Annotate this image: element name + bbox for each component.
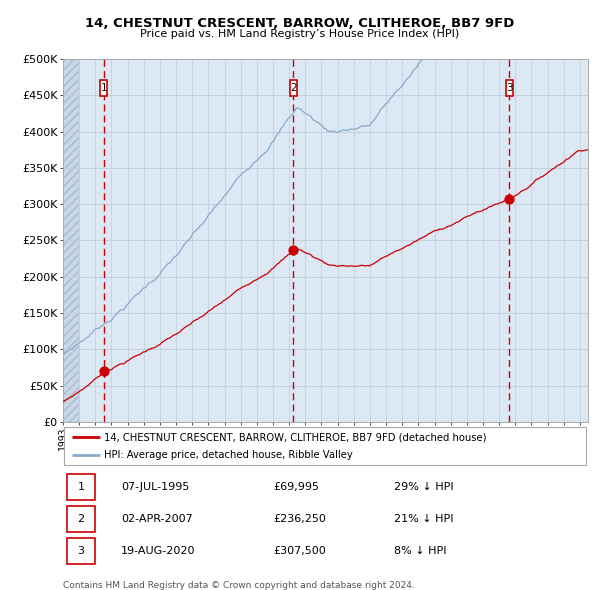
Text: Contains HM Land Registry data © Crown copyright and database right 2024.: Contains HM Land Registry data © Crown c… bbox=[63, 581, 415, 590]
Text: 19-AUG-2020: 19-AUG-2020 bbox=[121, 546, 195, 556]
FancyBboxPatch shape bbox=[100, 80, 107, 96]
Text: 2: 2 bbox=[290, 83, 296, 93]
Point bbox=[289, 245, 298, 255]
Text: 3: 3 bbox=[77, 546, 85, 556]
Point bbox=[99, 366, 109, 376]
Text: 02-APR-2007: 02-APR-2007 bbox=[121, 514, 193, 524]
Text: 1: 1 bbox=[100, 83, 107, 93]
FancyBboxPatch shape bbox=[290, 80, 297, 96]
FancyBboxPatch shape bbox=[67, 506, 95, 532]
Text: 07-JUL-1995: 07-JUL-1995 bbox=[121, 482, 189, 492]
Text: HPI: Average price, detached house, Ribble Valley: HPI: Average price, detached house, Ribb… bbox=[104, 450, 353, 460]
Text: Price paid vs. HM Land Registry’s House Price Index (HPI): Price paid vs. HM Land Registry’s House … bbox=[140, 30, 460, 39]
Text: 8% ↓ HPI: 8% ↓ HPI bbox=[394, 546, 446, 556]
FancyBboxPatch shape bbox=[67, 538, 95, 564]
Text: £307,500: £307,500 bbox=[273, 546, 326, 556]
FancyBboxPatch shape bbox=[64, 427, 586, 466]
Text: 2: 2 bbox=[77, 514, 85, 524]
FancyBboxPatch shape bbox=[67, 474, 95, 500]
Text: £69,995: £69,995 bbox=[273, 482, 319, 492]
Point bbox=[505, 194, 514, 204]
Text: 14, CHESTNUT CRESCENT, BARROW, CLITHEROE, BB7 9FD: 14, CHESTNUT CRESCENT, BARROW, CLITHEROE… bbox=[85, 17, 515, 30]
Text: 21% ↓ HPI: 21% ↓ HPI bbox=[394, 514, 453, 524]
FancyBboxPatch shape bbox=[506, 80, 513, 96]
Text: £236,250: £236,250 bbox=[273, 514, 326, 524]
Text: 29% ↓ HPI: 29% ↓ HPI bbox=[394, 482, 454, 492]
Text: 1: 1 bbox=[77, 482, 85, 492]
Text: 3: 3 bbox=[506, 83, 513, 93]
Text: 14, CHESTNUT CRESCENT, BARROW, CLITHEROE, BB7 9FD (detached house): 14, CHESTNUT CRESCENT, BARROW, CLITHEROE… bbox=[104, 432, 487, 442]
